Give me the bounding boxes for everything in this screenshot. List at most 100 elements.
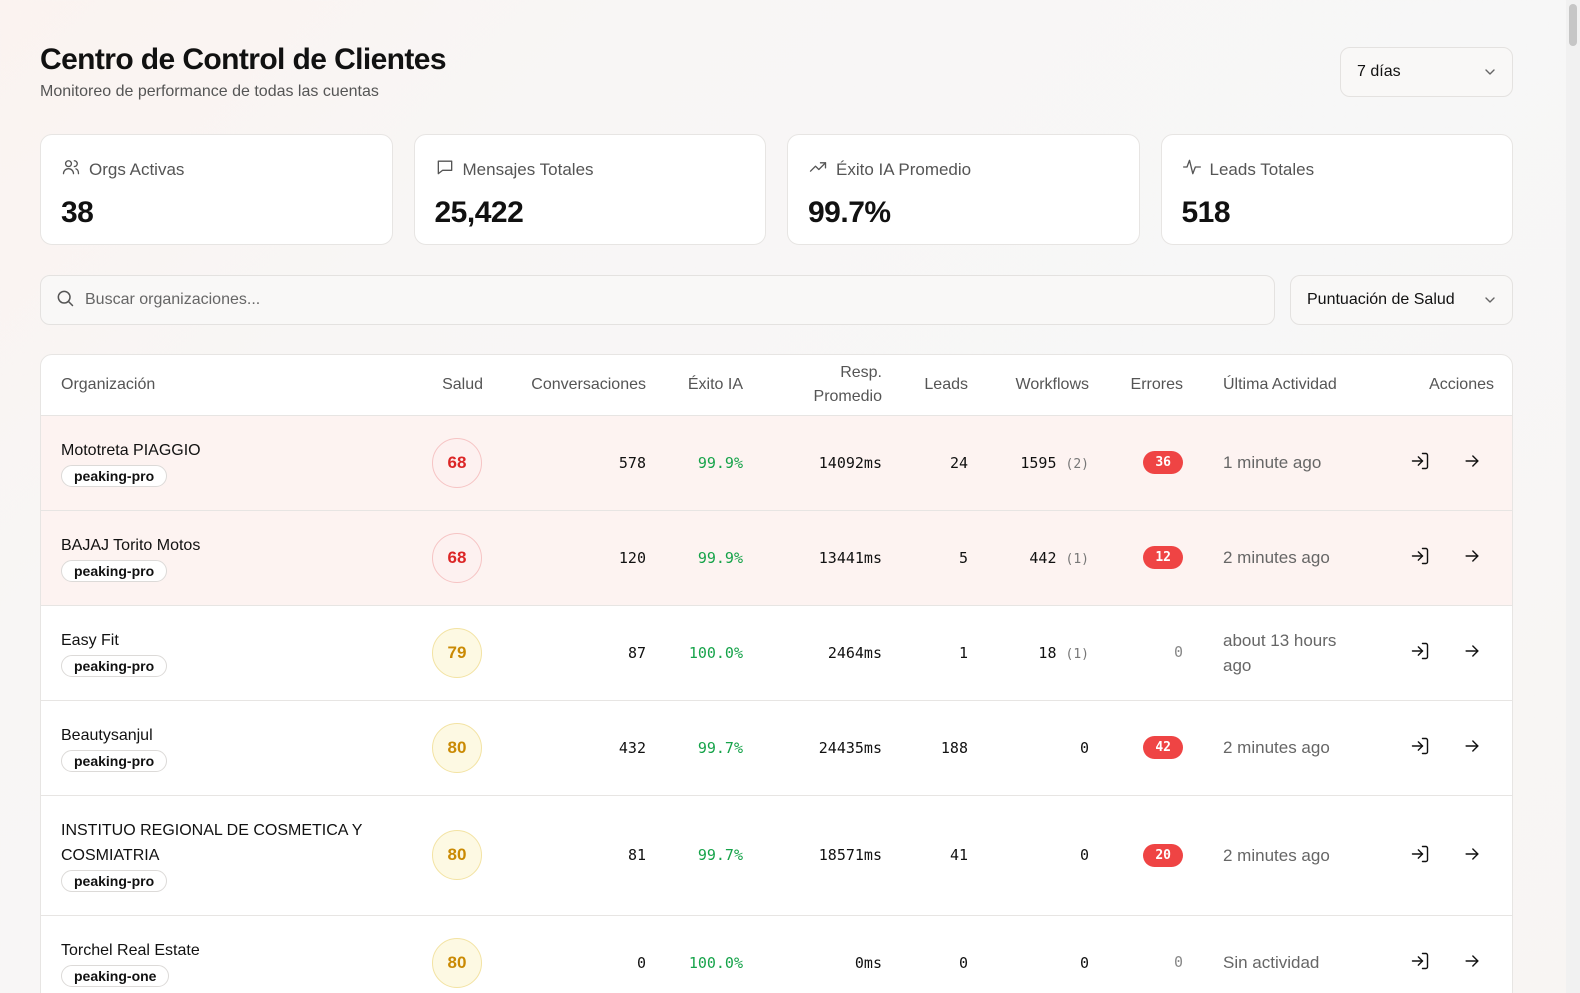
login-as-org-icon[interactable] xyxy=(1408,949,1432,973)
col-header-conversations[interactable]: Conversaciones xyxy=(493,355,656,416)
org-name[interactable]: Easy Fit xyxy=(61,632,119,649)
table-row[interactable]: Torchel Real Estate peaking-one 80 0 100.0% 0… xyxy=(41,915,1512,993)
resp-time-cell: 2464ms xyxy=(753,605,892,701)
stat-card-ai-success: Éxito IA Promedio 99.7% xyxy=(787,134,1140,245)
search-input[interactable] xyxy=(85,291,1260,309)
health-score-badge: 80 xyxy=(432,830,482,880)
last-activity-cell: 1 minute ago xyxy=(1193,415,1362,511)
arrow-right-icon[interactable] xyxy=(1460,449,1484,473)
workflows-active: (1) xyxy=(1065,551,1089,567)
col-header-health[interactable]: Salud xyxy=(421,355,493,416)
table-row[interactable]: INSTITUO REGIONAL DE COSMETICA Y COSMIAT… xyxy=(41,795,1512,916)
org-cell: BAJAJ Torito Motos peaking-pro xyxy=(41,510,421,606)
login-as-org-icon[interactable] xyxy=(1408,842,1432,866)
last-activity-cell: 2 minutes ago xyxy=(1193,795,1362,916)
login-as-org-icon[interactable] xyxy=(1408,544,1432,568)
plan-badge: peaking-pro xyxy=(61,465,168,487)
error-count: 0 xyxy=(1173,643,1183,661)
health-score-badge: 80 xyxy=(432,937,482,988)
health-cell: 68 xyxy=(421,510,493,606)
resp-time-cell: 14092ms xyxy=(753,415,892,511)
col-header-actions: Acciones xyxy=(1362,355,1512,416)
errors-cell: 0 xyxy=(1099,915,1193,993)
workflows-count: 1595 xyxy=(1020,453,1057,472)
last-activity-cell: Sin actividad xyxy=(1193,915,1362,993)
errors-cell: 12 xyxy=(1099,510,1193,606)
scrollbar-thumb[interactable] xyxy=(1569,4,1577,46)
org-name[interactable]: Beautysanjul xyxy=(61,727,153,744)
health-cell: 79 xyxy=(421,605,493,701)
org-name[interactable]: INSTITUO REGIONAL DE COSMETICA Y COSMIAT… xyxy=(61,822,363,864)
leads-cell: 0 xyxy=(892,915,978,993)
health-cell: 80 xyxy=(421,700,493,796)
workflows-cell: 1595 (2) xyxy=(978,415,1099,511)
workflows-cell: 0 xyxy=(978,795,1099,916)
message-icon xyxy=(435,157,455,182)
col-header-ai-success[interactable]: Éxito IA xyxy=(656,355,753,416)
login-as-org-icon[interactable] xyxy=(1408,639,1432,663)
health-score-badge: 68 xyxy=(432,532,482,583)
page-scrollbar[interactable] xyxy=(1566,0,1580,993)
leads-cell: 24 xyxy=(892,415,978,511)
table-header-row: Organización Salud Conversaciones Éxito … xyxy=(41,355,1512,416)
workflows-cell: 442 (1) xyxy=(978,510,1099,606)
org-name[interactable]: Torchel Real Estate xyxy=(61,942,200,959)
org-cell: Mototreta PIAGGIO peaking-pro xyxy=(41,415,421,511)
col-header-workflows[interactable]: Workflows xyxy=(978,355,1099,416)
workflows-count: 0 xyxy=(1079,846,1089,864)
col-header-leads[interactable]: Leads xyxy=(892,355,978,416)
arrow-right-icon[interactable] xyxy=(1460,949,1484,973)
errors-cell: 20 xyxy=(1099,795,1193,916)
health-cell: 68 xyxy=(421,415,493,511)
col-header-errors[interactable]: Errores xyxy=(1099,355,1193,416)
org-name[interactable]: BAJAJ Torito Motos xyxy=(61,537,201,554)
login-as-org-icon[interactable] xyxy=(1408,449,1432,473)
leads-cell: 5 xyxy=(892,510,978,606)
table-row[interactable]: BAJAJ Torito Motos peaking-pro 68 120 99.9% 1… xyxy=(41,510,1512,606)
organizations-table-card: Organización Salud Conversaciones Éxito … xyxy=(40,354,1513,993)
arrow-right-icon[interactable] xyxy=(1460,544,1484,568)
last-activity: 2 minutes ago xyxy=(1223,738,1330,757)
col-header-last-activity[interactable]: Última Actividad xyxy=(1193,355,1362,416)
errors-cell: 42 xyxy=(1099,700,1193,796)
login-as-org-icon[interactable] xyxy=(1408,734,1432,758)
stat-label: Éxito IA Promedio xyxy=(836,159,972,179)
col-header-resp[interactable]: Resp. Promedio xyxy=(753,355,892,416)
resp-time-cell: 24435ms xyxy=(753,700,892,796)
resp-time-cell: 0ms xyxy=(753,915,892,993)
arrow-right-icon[interactable] xyxy=(1460,639,1484,663)
arrow-right-icon[interactable] xyxy=(1460,842,1484,866)
stat-label: Leads Totales xyxy=(1209,159,1315,179)
workflows-count: 0 xyxy=(1079,953,1089,972)
table-row[interactable]: Easy Fit peaking-pro 79 87 100.0% 2464ms 1 18 (… xyxy=(41,605,1512,701)
conversations-cell: 120 xyxy=(493,510,656,606)
actions-cell xyxy=(1362,700,1512,796)
date-range-select[interactable]: 7 días xyxy=(1340,47,1513,97)
sort-select[interactable]: Puntuación de Salud xyxy=(1290,275,1513,325)
resp-time-cell: 18571ms xyxy=(753,795,892,916)
table-row[interactable]: Mototreta PIAGGIO peaking-pro 68 578 99.9% 14… xyxy=(41,415,1512,511)
page-subtitle: Monitoreo de performance de todas las cu… xyxy=(40,83,379,100)
trending-up-icon xyxy=(808,157,828,182)
ai-success-cell: 100.0% xyxy=(656,605,753,701)
ai-success-cell: 99.7% xyxy=(656,795,753,916)
col-header-org[interactable]: Organización xyxy=(41,355,421,416)
stat-card-leads: Leads Totales 518 xyxy=(1160,134,1513,245)
org-name[interactable]: Mototreta PIAGGIO xyxy=(61,442,201,459)
leads-cell: 1 xyxy=(892,605,978,701)
health-score-badge: 80 xyxy=(432,722,482,773)
stat-value: 99.7% xyxy=(808,196,891,229)
workflows-active: (2) xyxy=(1065,456,1089,472)
stat-label: Mensajes Totales xyxy=(462,159,594,179)
last-activity-cell: about 13 hours ago xyxy=(1193,605,1362,701)
table-row[interactable]: Beautysanjul peaking-pro 80 432 99.7% 24435ms… xyxy=(41,700,1512,796)
health-cell: 80 xyxy=(421,915,493,993)
arrow-right-icon[interactable] xyxy=(1460,734,1484,758)
actions-cell xyxy=(1362,605,1512,701)
health-score-badge: 79 xyxy=(432,627,482,678)
org-cell: Easy Fit peaking-pro xyxy=(41,605,421,701)
col-header-resp-line1: Resp. xyxy=(840,363,882,381)
health-score-badge: 68 xyxy=(432,437,482,488)
errors-cell: 0 xyxy=(1099,605,1193,701)
org-cell: Beautysanjul peaking-pro xyxy=(41,700,421,796)
